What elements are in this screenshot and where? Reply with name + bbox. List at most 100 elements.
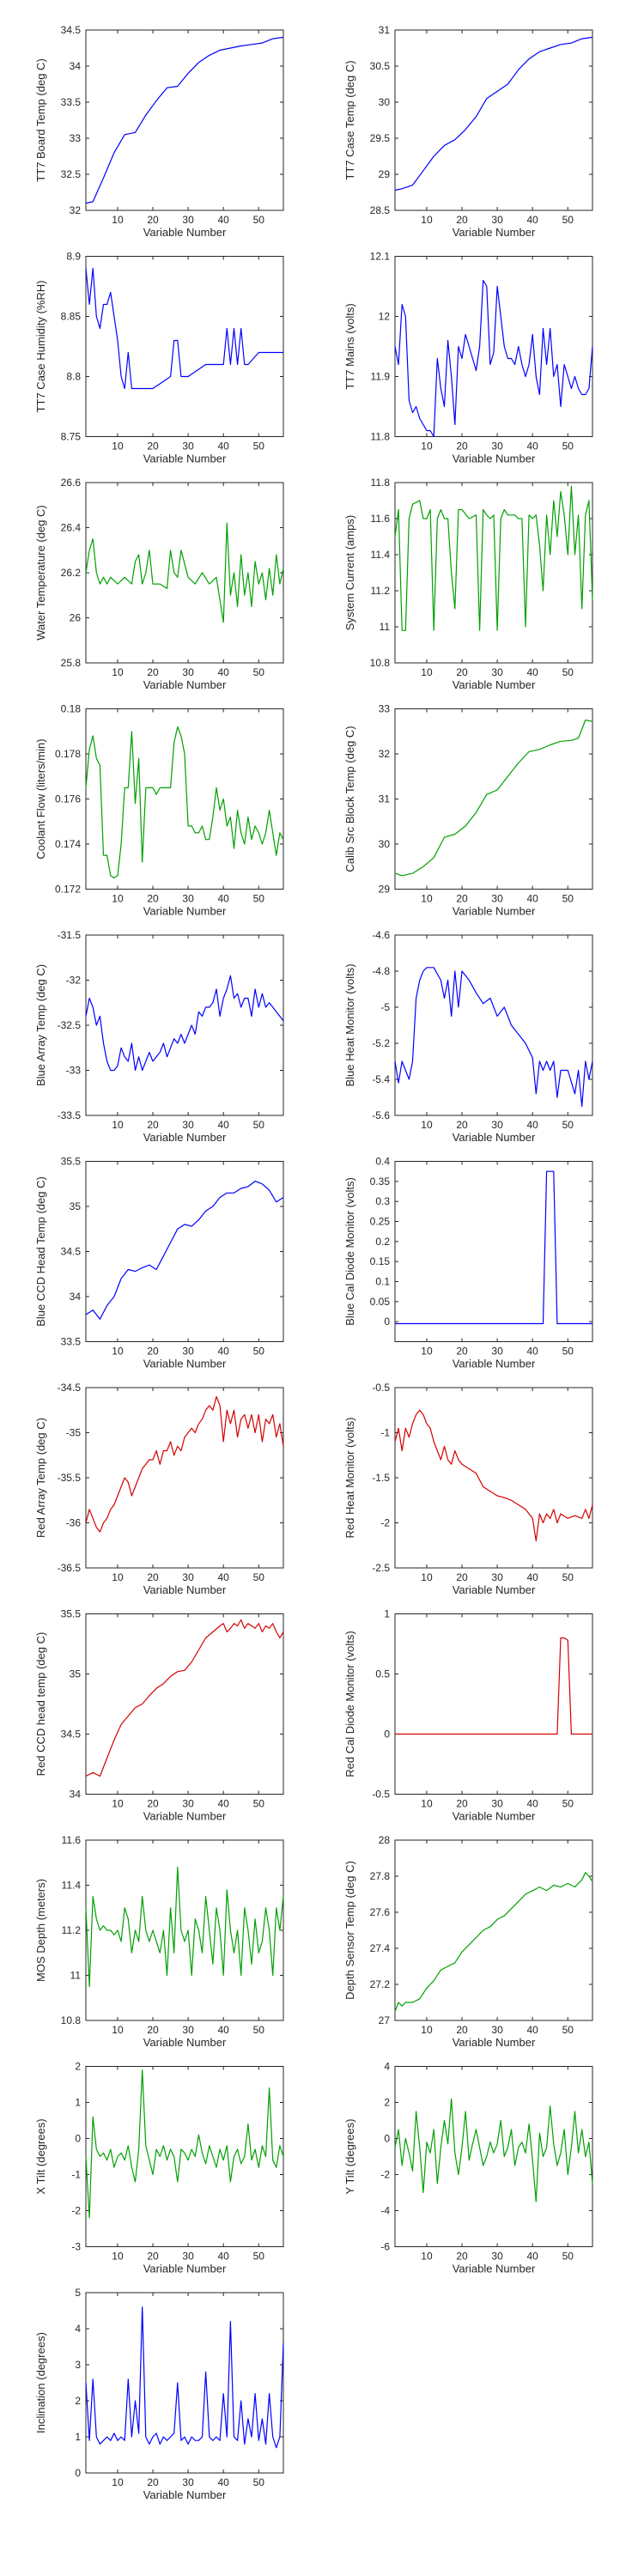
x-axis-label: Variable Number <box>453 2036 536 2049</box>
x-tick-label: 30 <box>491 2251 503 2263</box>
y-tick-label: 2 <box>75 2061 81 2073</box>
x-tick-label: 50 <box>562 1346 574 1358</box>
x-tick-label: 50 <box>253 1571 265 1583</box>
y-tick-label: 26 <box>70 612 82 624</box>
data-series-line <box>85 1180 284 1320</box>
chart-panel: -6 -4 -2 0 2 4 10 20 30 40 50 Variable Number Y Tilt… <box>343 2061 593 2275</box>
x-tick-label: 20 <box>456 214 468 226</box>
x-tick-label: 10 <box>421 666 433 678</box>
y-tick-label: 10.8 <box>61 2014 82 2026</box>
y-tick-label: 27.2 <box>370 1978 391 1990</box>
x-tick-label: 50 <box>253 1119 265 1131</box>
y-tick-label: -35 <box>66 1427 82 1439</box>
x-tick-label: 20 <box>456 1571 468 1583</box>
y-tick-label: 33.5 <box>61 96 82 108</box>
x-tick-label: 40 <box>217 1571 229 1583</box>
x-tick-label: 20 <box>456 2024 468 2036</box>
y-tick-label: -6 <box>380 2241 390 2253</box>
x-tick-label: 40 <box>217 440 229 453</box>
x-tick-label: 10 <box>421 2024 433 2036</box>
y-tick-label: -0.5 <box>372 1789 390 1801</box>
y-axis-label: Red CCD head temp (deg C) <box>34 1632 47 1777</box>
x-tick-label: 30 <box>491 2024 503 2036</box>
data-series-line <box>394 719 593 877</box>
y-tick-label: -3 <box>71 2241 81 2253</box>
x-tick-label: 20 <box>147 893 159 905</box>
y-tick-label: 0.18 <box>61 703 82 715</box>
x-tick-label: 50 <box>253 214 265 226</box>
y-tick-label: 8.85 <box>61 311 82 323</box>
y-tick-label: 12.1 <box>370 251 391 263</box>
chart-panel: 11.8 11.9 12 12.1 10 20 30 40 50 Variable Number T… <box>343 251 593 465</box>
x-tick-label: 40 <box>217 893 229 905</box>
chart-panel: -2.5 -2 -1.5 -1 -0.5 10 20 30 40 50 Variable Numbe… <box>343 1382 593 1596</box>
y-tick-label: 11.8 <box>371 477 391 489</box>
y-tick-label: 11 <box>70 1970 82 1982</box>
y-tick-label: 35 <box>70 1668 82 1680</box>
y-tick-label: 27.4 <box>370 1942 391 1954</box>
x-tick-label: 20 <box>147 440 159 453</box>
chart-panel: -5.6 -5.4 -5.2 -5 -4.8 -4.6 10 20 30 40 50 Variable… <box>343 929 593 1144</box>
x-axis-label: Variable Number <box>143 905 227 918</box>
y-axis-label: TT7 Board Temp (deg C) <box>34 58 47 182</box>
x-tick-label: 30 <box>182 1119 194 1131</box>
x-tick-label: 30 <box>182 214 194 226</box>
chart-panel: 10.8 11 11.2 11.4 11.6 11.8 10 20 30 40 50 Variable… <box>343 477 593 691</box>
x-tick-label: 40 <box>526 1571 538 1583</box>
x-tick-label: 20 <box>147 2251 159 2263</box>
x-tick-label: 30 <box>491 893 503 905</box>
y-tick-label: 11.2 <box>62 1924 82 1936</box>
y-tick-label: 11.2 <box>371 585 391 597</box>
y-tick-label: 34 <box>70 1291 82 1303</box>
y-tick-label: 0.35 <box>370 1176 391 1188</box>
plot-frame <box>394 708 593 890</box>
y-axis-label: Coolant Flow (liters/min) <box>34 738 47 859</box>
x-tick-label: 10 <box>112 2251 124 2263</box>
plot-frame <box>394 1613 593 1795</box>
y-tick-label: -5 <box>380 1001 390 1013</box>
x-tick-label: 10 <box>421 440 433 453</box>
x-tick-label: 20 <box>147 2024 159 2036</box>
x-axis-label: Variable Number <box>143 1583 227 1596</box>
y-tick-label: 29.5 <box>370 132 391 144</box>
y-tick-label: 28.5 <box>370 204 391 216</box>
x-tick-label: 40 <box>526 1119 538 1131</box>
data-series-line <box>394 2098 593 2202</box>
x-tick-label: 40 <box>217 214 229 226</box>
y-tick-label: 34 <box>70 1789 82 1801</box>
y-tick-label: 29 <box>379 884 391 896</box>
x-axis-label: Variable Number <box>143 1810 227 1823</box>
data-series-line <box>85 726 284 879</box>
y-tick-label: 3 <box>75 2359 81 2371</box>
y-axis-label: Blue CCD Head Temp (deg C) <box>34 1176 47 1327</box>
x-tick-label: 30 <box>182 2024 194 2036</box>
y-tick-label: 0 <box>384 1728 390 1741</box>
x-tick-label: 20 <box>456 2251 468 2263</box>
y-tick-label: 0.2 <box>375 1236 390 1248</box>
y-tick-label: -34.5 <box>58 1382 82 1394</box>
y-tick-label: 28 <box>379 1834 391 1846</box>
y-tick-label: -32.5 <box>58 1019 82 1031</box>
y-tick-label: -5.4 <box>372 1073 390 1085</box>
x-tick-label: 10 <box>112 893 124 905</box>
y-tick-label: 0 <box>384 1315 390 1327</box>
data-series-line <box>394 485 593 631</box>
x-axis-label: Variable Number <box>143 678 227 691</box>
y-axis-label: Red Array Temp (deg C) <box>34 1418 47 1538</box>
y-tick-label: -0.5 <box>372 1382 390 1394</box>
y-tick-label: 1 <box>75 2097 81 2109</box>
x-tick-label: 40 <box>217 666 229 678</box>
x-tick-label: 50 <box>253 2251 265 2263</box>
x-tick-label: 40 <box>526 893 538 905</box>
y-tick-label: 5 <box>75 2287 81 2299</box>
x-tick-label: 50 <box>562 214 574 226</box>
x-tick-label: 20 <box>147 1346 159 1358</box>
plot-frame <box>394 1387 593 1569</box>
y-tick-label: 34.5 <box>61 1246 82 1258</box>
x-tick-label: 50 <box>253 2024 265 2036</box>
x-tick-label: 30 <box>491 440 503 453</box>
y-tick-label: 12 <box>379 311 391 323</box>
x-tick-label: 10 <box>112 440 124 453</box>
y-axis-label: X Tilt (degrees) <box>34 2118 47 2194</box>
